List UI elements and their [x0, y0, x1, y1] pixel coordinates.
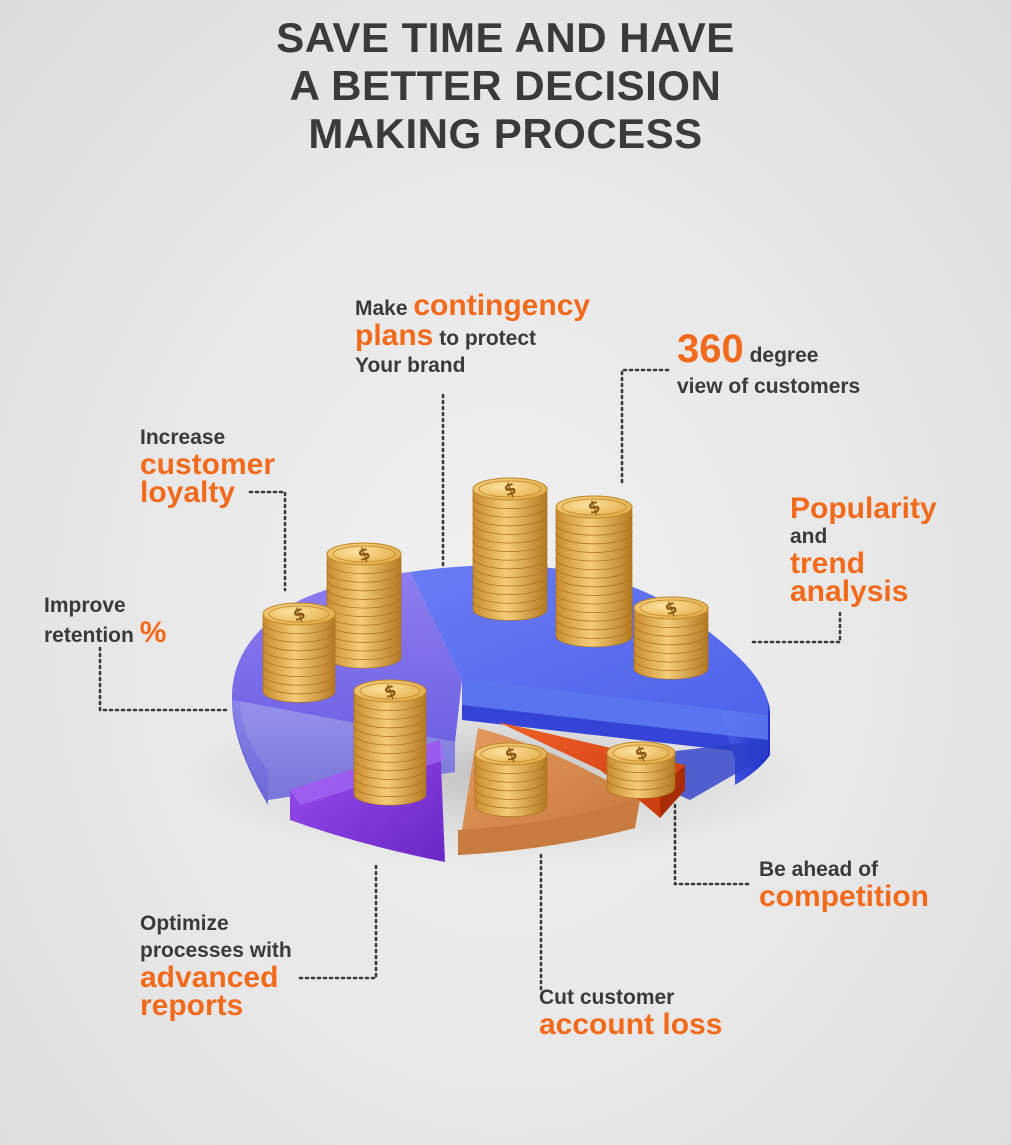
360-highlight: 360	[677, 327, 744, 371]
advanced-highlight: advanced	[140, 961, 279, 994]
competition-highlight: competition	[759, 880, 929, 913]
optimize-pre1: Optimize	[140, 912, 229, 935]
360-post: view of customers	[677, 375, 861, 398]
dollar-coin-stack-icon: $	[472, 477, 548, 621]
retention-mid: retention	[44, 624, 134, 647]
dollar-coin-stack-icon: $	[353, 679, 427, 806]
percent-highlight: %	[139, 616, 167, 649]
contingency-post: Your brand	[355, 354, 466, 377]
dollar-coin-stack-icon: $	[474, 742, 548, 817]
contingency-highlight: contingency	[413, 289, 591, 322]
coin-stacks: $$$$ $$$ $	[262, 477, 709, 817]
loyalty-highlight: loyalty	[140, 476, 236, 509]
connector-competition	[673, 803, 752, 886]
title-line-3: MAKING PROCESS	[308, 110, 703, 157]
dollar-coin-stack-icon: $	[633, 596, 709, 680]
label-popularity: Popularity and trend analysis	[790, 492, 937, 608]
connector-optimize	[298, 860, 378, 980]
dollar-coin-stack-icon: $	[606, 741, 676, 799]
customer-highlight: customer	[140, 448, 276, 481]
label-contingency: Make contingency plans to protect Your b…	[355, 289, 591, 379]
title-line-2: A BETTER DECISION	[289, 62, 722, 109]
dollar-coin-stack-icon: $	[326, 542, 402, 669]
account-highlight: account loss	[539, 1008, 723, 1041]
retention-pre: Improve	[44, 594, 126, 617]
reports-highlight: reports	[140, 989, 244, 1022]
analysis-highlight: analysis	[790, 575, 909, 608]
connector-popularity	[748, 611, 842, 644]
contingency-mid: to protect	[439, 327, 537, 350]
label-retention: Improve retention %	[44, 592, 166, 649]
contingency-pre: Make	[355, 297, 408, 320]
title-line-1: SAVE TIME AND HAVE	[276, 14, 735, 61]
label-360-view: 360 degree view of customers	[677, 329, 861, 400]
label-optimize: Optimize processes with advanced reports	[140, 910, 292, 1022]
360-mid: degree	[749, 344, 819, 367]
loyalty-pre: Increase	[140, 426, 226, 449]
connector-loyalty	[248, 490, 287, 592]
popularity-mid: and	[790, 525, 828, 548]
trend-highlight: trend	[790, 547, 865, 580]
label-loyalty: Increase customer loyalty	[140, 424, 276, 509]
label-competition: Be ahead of competition	[759, 856, 929, 913]
account-pre: Cut customer	[539, 986, 675, 1009]
dollar-coin-stack-icon: $	[262, 602, 336, 703]
optimize-pre2: processes with	[140, 939, 292, 962]
popularity-highlight: Popularity	[790, 492, 937, 525]
connector-retention	[98, 646, 230, 712]
connector-360	[620, 368, 670, 487]
competition-pre: Be ahead of	[759, 858, 879, 881]
plans-highlight: plans	[355, 319, 434, 352]
connector-lines	[98, 368, 842, 992]
label-account-loss: Cut customer account loss	[539, 984, 723, 1041]
infographic-title: SAVE TIME AND HAVE A BETTER DECISION MAK…	[0, 14, 1011, 158]
dollar-coin-stack-icon: $	[555, 495, 633, 648]
